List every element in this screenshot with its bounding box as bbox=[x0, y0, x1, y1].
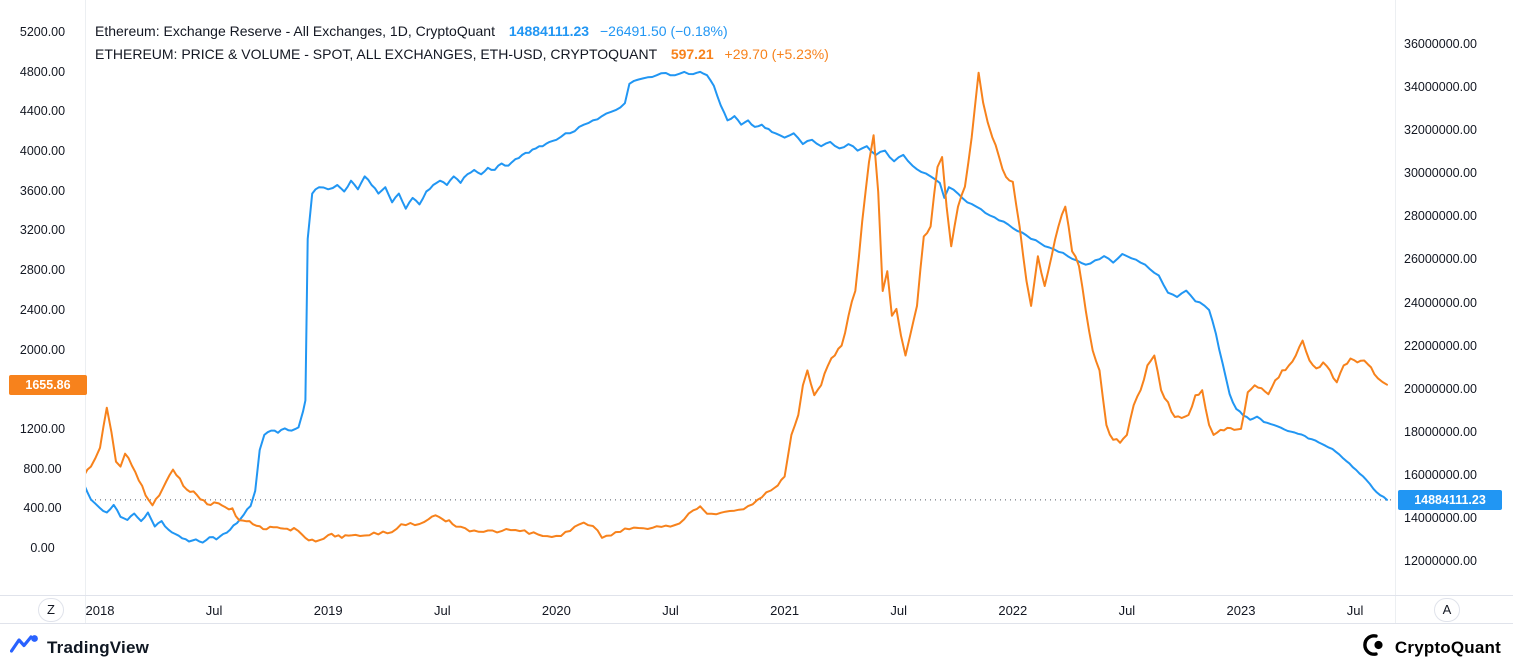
left-axis-tick: 4000.00 bbox=[19, 144, 66, 159]
left-axis-tick: 400.00 bbox=[23, 501, 62, 516]
right-axis-tick: 36000000.00 bbox=[1404, 37, 1477, 51]
time-axis-tick: Jul bbox=[433, 603, 451, 618]
time-axis-tick: 2020 bbox=[541, 603, 571, 618]
series-title: ETHEREUM: PRICE & VOLUME - SPOT, ALL EXC… bbox=[95, 46, 657, 62]
left-price-axis[interactable]: 5200.00 4800.00 4400.00 4000.00 3600.00 3200.… bbox=[0, 0, 85, 595]
time-axis-tick: Jul bbox=[890, 603, 907, 618]
left-axis-tick: 4400.00 bbox=[19, 104, 66, 119]
legend: Ethereum: Exchange Reserve - All Exchang… bbox=[95, 20, 829, 66]
left-axis-tick: 5200.00 bbox=[19, 25, 66, 39]
reserve-last-value-tag: 14884111.23 bbox=[1398, 489, 1502, 510]
time-axis-tick: 2023 bbox=[1226, 603, 1256, 618]
time-axis-tick: 2019 bbox=[313, 603, 343, 618]
exchange-reserve-line[interactable] bbox=[84, 70, 1388, 544]
tradingview-wordmark: TradingView bbox=[47, 637, 150, 657]
right-axis-tick: 30000000.00 bbox=[1404, 166, 1477, 181]
left-axis-separator bbox=[85, 0, 86, 623]
series-value: 597.21 bbox=[670, 46, 714, 62]
time-axis-tick: 2022 bbox=[998, 603, 1028, 618]
series-change: −26491.50 (−0.18%) bbox=[599, 23, 728, 39]
left-axis-tick: 2400.00 bbox=[19, 302, 66, 317]
right-axis-tick: 28000000.00 bbox=[1404, 209, 1477, 224]
time-axis-tick: Jul bbox=[662, 603, 679, 618]
left-axis-tick: 3600.00 bbox=[19, 183, 66, 198]
eth-price-line[interactable] bbox=[84, 71, 1388, 543]
legend-series-price[interactable]: ETHEREUM: PRICE & VOLUME - SPOT, ALL EXC… bbox=[95, 43, 829, 66]
chart-canvas[interactable] bbox=[0, 0, 1513, 596]
right-axis-tick: 32000000.00 bbox=[1404, 123, 1477, 138]
right-axis-tick: 20000000.00 bbox=[1404, 381, 1477, 396]
series-value: 14884111.23 bbox=[508, 23, 590, 39]
cryptoquant-wordmark: CryptoQuant bbox=[1394, 637, 1501, 657]
time-axis-tick: Jul bbox=[1346, 603, 1364, 618]
right-axis-tick: 16000000.00 bbox=[1404, 467, 1477, 482]
time-axis[interactable]: 2018 Jul 2019 Jul 2020 Jul 2021 Jul 2022 Jul 2023 J… bbox=[0, 595, 1513, 624]
series-title: Ethereum: Exchange Reserve - All Exchang… bbox=[95, 23, 495, 39]
tradingview-link[interactable]: TradingView bbox=[9, 624, 150, 670]
left-axis-tick: 4800.00 bbox=[19, 64, 66, 79]
time-axis-tick: 2021 bbox=[770, 603, 800, 618]
left-axis-tick: 0.00 bbox=[30, 541, 55, 555]
auto-scale-button[interactable]: A bbox=[1434, 598, 1460, 622]
right-axis-tick: 34000000.00 bbox=[1404, 80, 1477, 95]
time-axis-tick: Jul bbox=[1118, 603, 1136, 618]
timezone-button[interactable]: Z bbox=[38, 598, 64, 622]
right-axis-tick: 18000000.00 bbox=[1404, 424, 1477, 439]
time-axis-tick: Jul bbox=[205, 603, 223, 618]
right-axis-tick: 14000000.00 bbox=[1404, 510, 1477, 525]
time-axis-tick: 2018 bbox=[85, 603, 115, 618]
left-axis-tick: 800.00 bbox=[23, 461, 62, 476]
price-last-value-tag: 1655.86 bbox=[9, 374, 87, 395]
footer-bar: TradingView CryptoQuant bbox=[0, 623, 1513, 670]
legend-series-reserve[interactable]: Ethereum: Exchange Reserve - All Exchang… bbox=[95, 20, 829, 43]
right-price-axis[interactable]: 36000000.00 34000000.00 32000000.00 3000000… bbox=[1395, 0, 1513, 595]
series-change: +29.70 (+5.23%) bbox=[724, 46, 829, 62]
left-axis-tick: 3200.00 bbox=[19, 223, 66, 238]
left-axis-tick: 1200.00 bbox=[19, 421, 66, 436]
cryptoquant-logo-icon bbox=[1362, 633, 1388, 662]
right-axis-tick: 22000000.00 bbox=[1404, 338, 1477, 353]
right-axis-tick: 12000000.00 bbox=[1404, 554, 1477, 568]
left-axis-tick: 2000.00 bbox=[19, 342, 66, 357]
cryptoquant-link[interactable]: CryptoQuant bbox=[1362, 624, 1501, 670]
left-axis-tick: 2800.00 bbox=[19, 263, 66, 278]
right-axis-tick: 26000000.00 bbox=[1404, 252, 1477, 267]
tradingview-logo-icon bbox=[9, 634, 40, 661]
right-axis-tick: 24000000.00 bbox=[1404, 295, 1477, 310]
right-axis-separator bbox=[1395, 0, 1396, 623]
